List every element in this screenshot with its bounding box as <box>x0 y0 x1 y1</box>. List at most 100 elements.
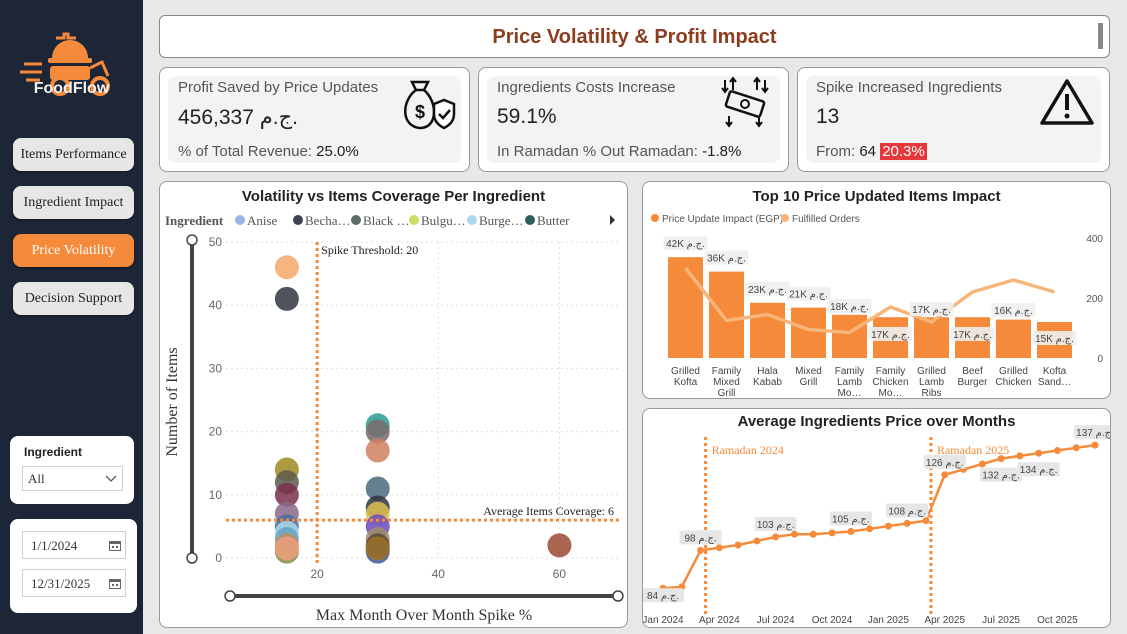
legend-marker <box>351 215 361 225</box>
data-label: 42K ج.م. <box>666 239 705 250</box>
x-tick-label: Kofta <box>674 377 698 388</box>
x-tick-label: Ribs <box>921 388 941 399</box>
bar <box>668 257 703 358</box>
data-label-box <box>923 454 966 469</box>
kpi-sub: From: 64 20.3% <box>816 143 927 160</box>
start-date-input[interactable]: 1/1/2024 <box>22 531 126 559</box>
legend-label: Butter <box>537 213 570 228</box>
legend-label: Fulfilled Orders <box>792 214 860 225</box>
legend-marker <box>781 214 789 222</box>
bar-line-chart[interactable]: Price Update Impact (EGP) Fulfilled Order… <box>643 182 1111 399</box>
data-label: 17K ج.م. <box>871 330 910 341</box>
legend-label: Bulgu… <box>421 213 466 228</box>
kpi-sub-value: 25.0% <box>316 143 359 160</box>
scatter-point <box>274 482 299 507</box>
x-tick-label: Hala <box>757 366 778 377</box>
logo-delivery-scooter-icon <box>20 32 110 96</box>
kpi-sub: % of Total Revenue: 25.0% <box>178 143 359 160</box>
x-tick-label: Kofta <box>1043 366 1067 377</box>
data-label: 108 ج.م. <box>888 506 926 517</box>
bar <box>791 307 826 358</box>
scatter-point <box>365 536 390 561</box>
data-label-box <box>786 286 831 301</box>
line-point <box>922 517 930 525</box>
y2-tick-label: 400 <box>1086 234 1103 245</box>
reference-line-label: Ramadan 2024 <box>712 443 784 457</box>
nav-items-performance-button[interactable]: Items Performance <box>13 138 134 171</box>
data-label-box <box>950 327 995 341</box>
slider-handle[interactable] <box>612 590 624 602</box>
slider-handle[interactable] <box>186 552 198 564</box>
money-bag-shield-icon: $ <box>404 80 456 130</box>
data-label: 23K ج.م. <box>748 285 787 296</box>
kpi-sub-percent-badge: 20.3% <box>880 143 927 160</box>
nav-decision-support-button[interactable]: Decision Support <box>13 282 134 315</box>
kpi-sub-value: -1.8% <box>702 143 742 160</box>
nav-ingredient-impact-button[interactable]: Ingredient Impact <box>13 186 134 219</box>
kpi-sub: In Ramadan % Out Ramadan: -1.8% <box>497 143 741 160</box>
reference-line-label: Ramadan 2025 <box>937 443 1009 457</box>
legend-marker <box>235 215 245 225</box>
y-axis-title: Number of Items <box>164 347 181 456</box>
legend-next-arrow-icon[interactable] <box>610 215 615 225</box>
x-tick-label: Grill <box>800 377 818 388</box>
kpi-sub-label: From: <box>816 143 856 160</box>
y2-tick-label: 0 <box>1097 354 1103 365</box>
line-point <box>828 529 836 537</box>
slider-handle[interactable] <box>224 590 236 602</box>
data-label: 17K ج.م. <box>953 330 992 341</box>
x-tick-label: Grilled <box>671 366 700 377</box>
kpi-sub-value: 64 <box>859 143 877 160</box>
x-tick-label: Grilled <box>917 366 946 377</box>
y-tick-label: 20 <box>209 425 223 439</box>
x-tick-label: Apr 2024 <box>699 615 740 626</box>
brand-name: FoodFlow <box>33 80 110 97</box>
x-tick-label: Chicken <box>872 377 908 388</box>
x-tick-label: Lamb <box>919 377 944 388</box>
svg-text:$: $ <box>415 102 425 122</box>
calendar-icon <box>109 541 121 551</box>
line-point <box>1035 449 1043 457</box>
line-point <box>715 544 723 552</box>
kpi-value: 456,337 ج.م. <box>178 106 298 129</box>
scatter-chart[interactable]: Ingredient Anise Becha… Black … Bulgu… Burge…… <box>160 182 628 628</box>
kpi-card-spike-ingredients: Spike Increased Ingredients 13 From: 64 … <box>797 67 1110 172</box>
x-axis-title: Max Month Over Month Spike % <box>316 607 532 624</box>
line-chart[interactable]: Ramadan 2024 Ramadan 2025 84 ج.م. 98 ج.م. 10… <box>643 409 1111 628</box>
line-point <box>753 537 761 545</box>
scrollbar[interactable] <box>1098 23 1103 49</box>
nav-price-volatility-button[interactable]: Price Volatility <box>13 234 134 267</box>
data-label-box <box>663 236 708 251</box>
data-label-box <box>704 250 749 265</box>
end-date-input[interactable]: 12/31/2025 <box>22 569 126 597</box>
ingredient-filter-dropdown[interactable]: All <box>22 466 123 491</box>
data-label: 132 ج.م. <box>982 471 1020 482</box>
x-tick-label: Jul 2024 <box>757 615 795 626</box>
bar <box>996 319 1031 358</box>
x-tick-label: Mixed <box>713 377 740 388</box>
x-tick-label: 40 <box>432 567 446 581</box>
page-title: Price Volatility & Profit Impact <box>492 26 777 48</box>
reference-line-label: Spike Threshold: 20 <box>321 243 418 257</box>
ingredient-filter-value: All <box>28 471 45 486</box>
scatter-panel: Volatility vs Items Coverage Per Ingredi… <box>159 181 628 628</box>
bar <box>832 314 867 358</box>
y-tick-label: 30 <box>209 361 223 375</box>
data-label: 21K ج.م. <box>789 290 828 301</box>
x-tick-label: Mo… <box>879 388 903 399</box>
x-tick-label: Kabab <box>753 377 782 388</box>
line-point <box>1091 441 1099 449</box>
line-point <box>997 455 1005 463</box>
line-point <box>734 541 742 549</box>
line-point <box>697 546 705 554</box>
slider-handle[interactable] <box>186 234 198 246</box>
x-tick-label: Grill <box>718 388 736 399</box>
x-tick-label: Mo… <box>838 388 862 399</box>
y2-tick-label: 200 <box>1086 294 1103 305</box>
price-arrows-cash-icon <box>721 76 769 128</box>
scatter-point <box>274 286 299 311</box>
kpi-inner <box>168 76 461 163</box>
data-label: 105 ج.م. <box>832 515 870 526</box>
x-tick-label: Oct 2025 <box>1037 615 1078 626</box>
line-point <box>866 525 874 533</box>
